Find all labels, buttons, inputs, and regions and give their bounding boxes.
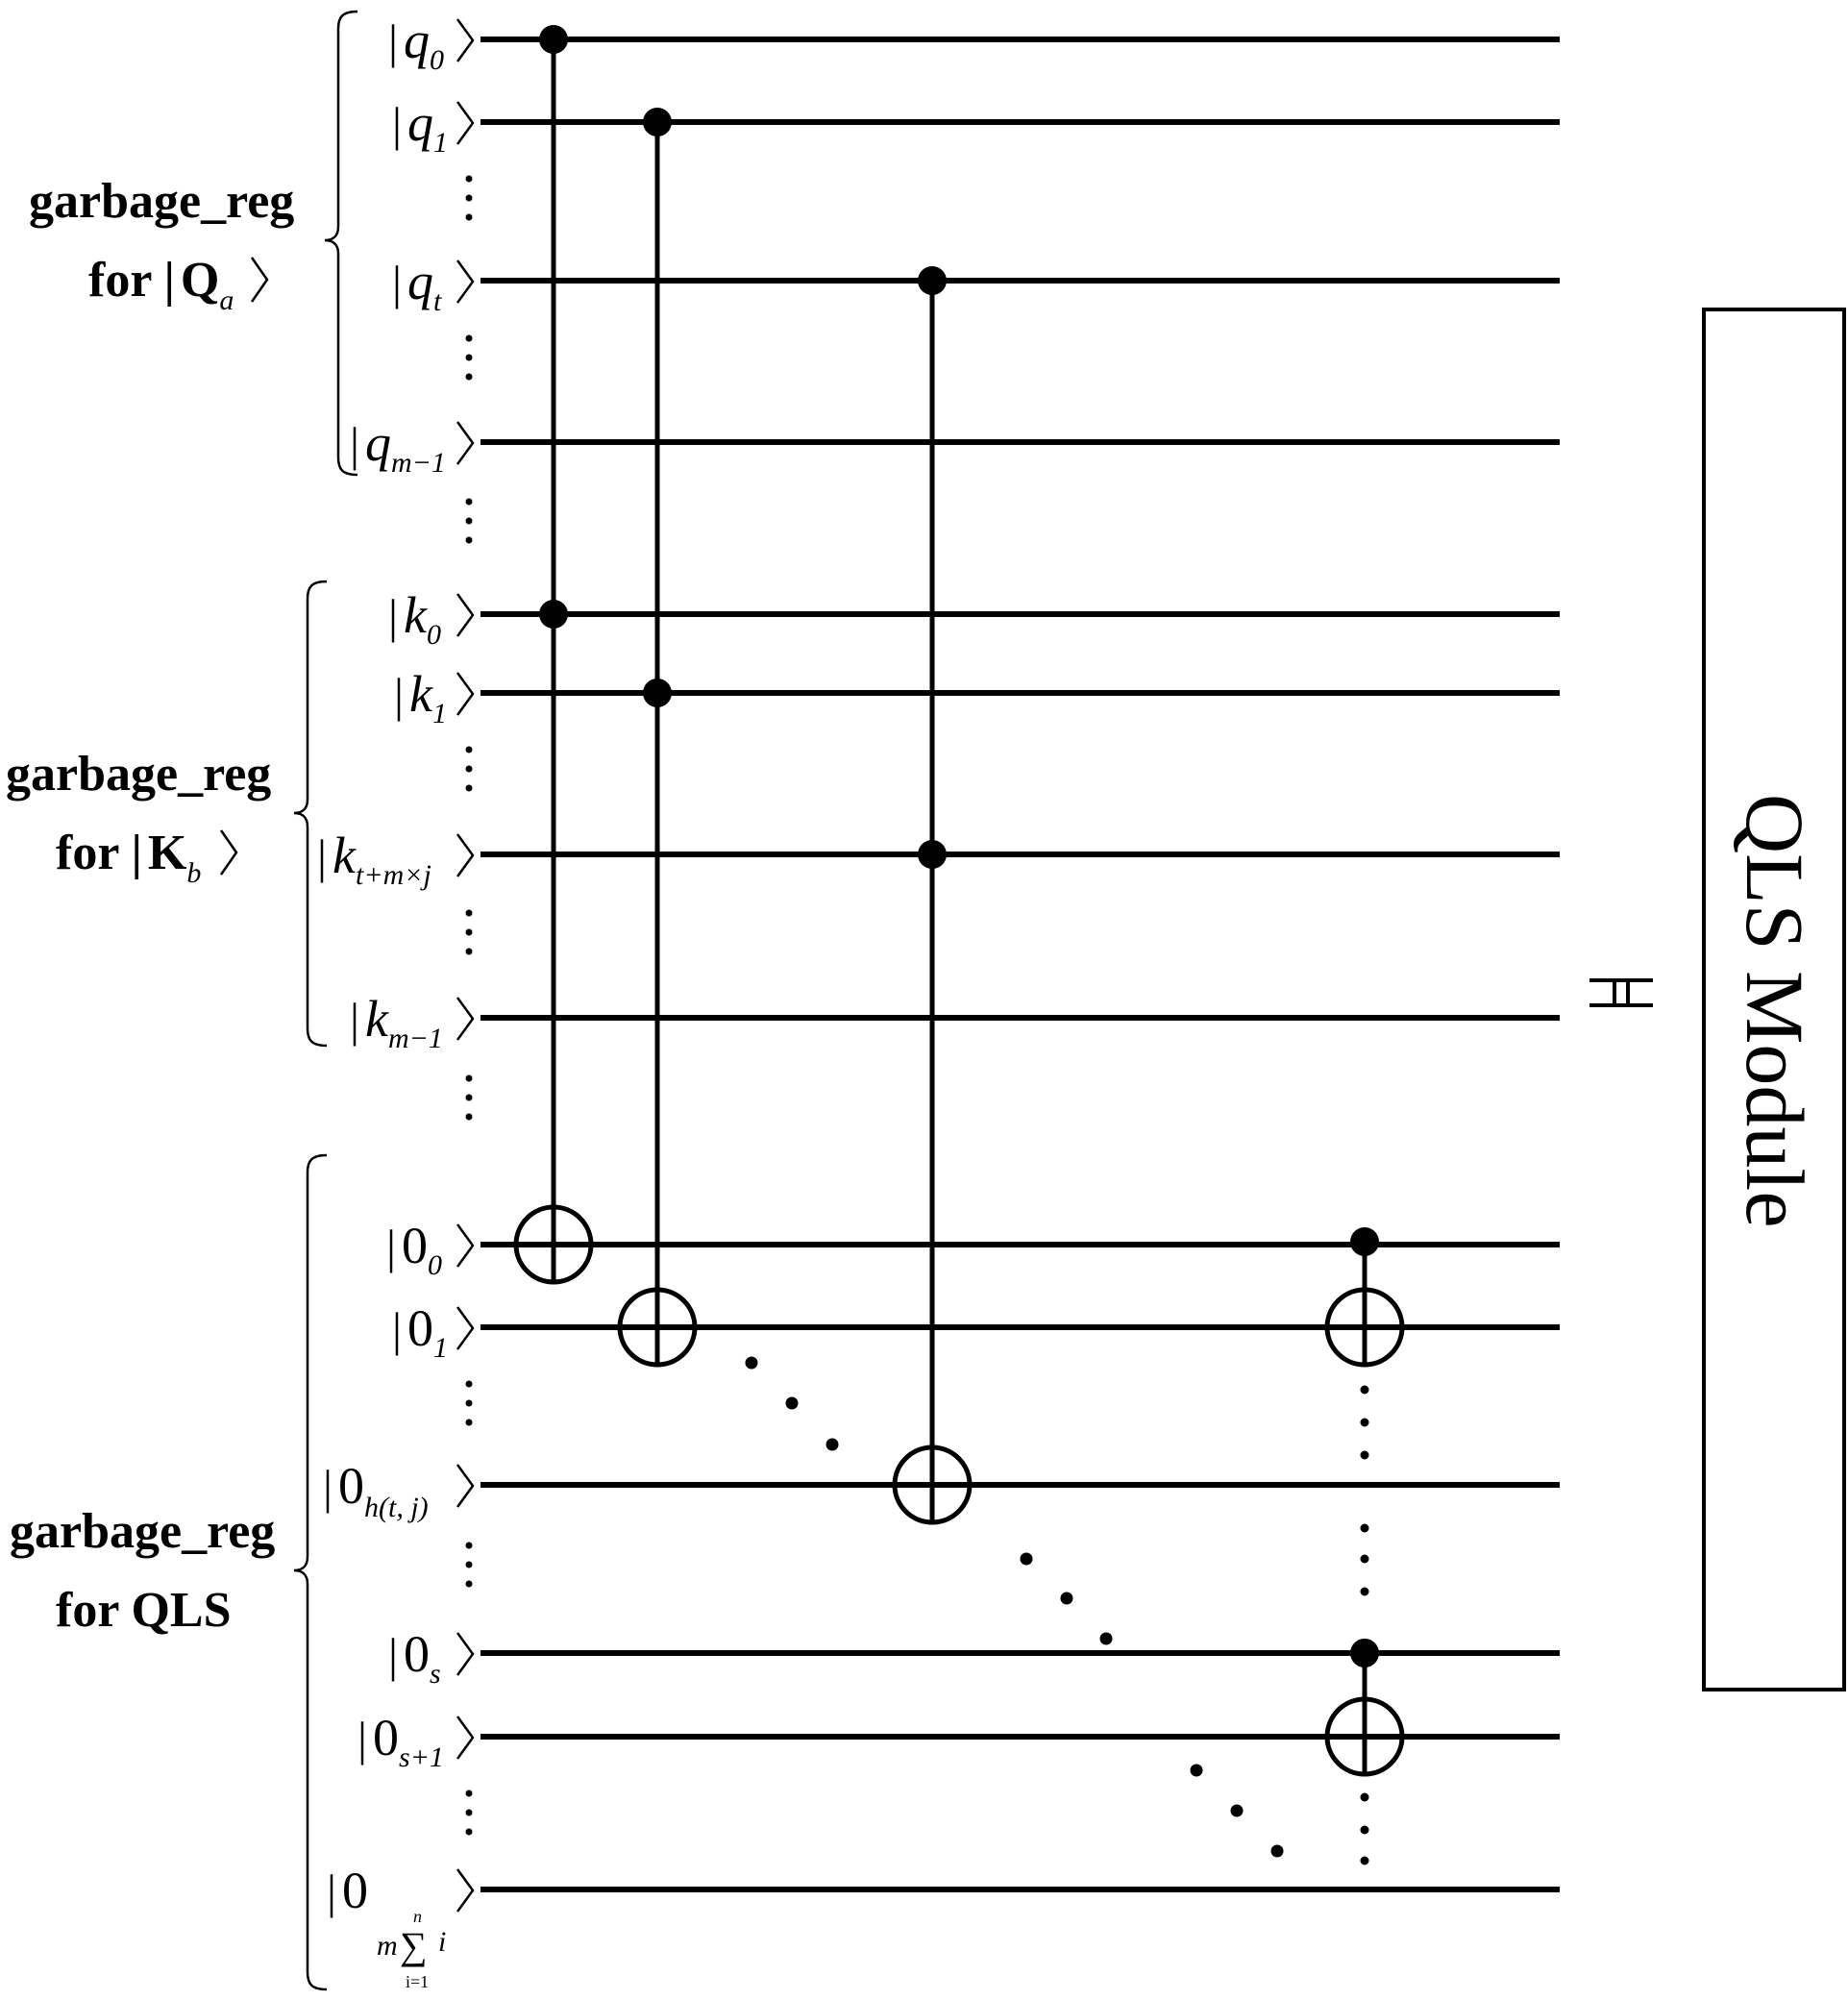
ket-msum-sigma: ∑ xyxy=(400,1924,428,1967)
gate-toffoli-2 xyxy=(617,108,698,1368)
register-label-kb-line1: garbage_reg xyxy=(6,747,271,802)
ket-labels: | q0 | q1 | qt | qm−1 | k0 | k1 | kt+m× xyxy=(317,12,475,1991)
gate-3-control-qt xyxy=(918,266,947,295)
svg-text:|km−1: | km−1 xyxy=(350,990,443,1054)
svg-text:|qt: | qt xyxy=(392,253,442,317)
ket-k0: | k0 xyxy=(388,586,475,651)
vdots-6 xyxy=(465,1074,473,1121)
wires xyxy=(480,37,1560,1892)
equals-sign xyxy=(1613,978,1630,1007)
vdots-1 xyxy=(465,175,473,221)
cnot-chain-vdots-3 xyxy=(1360,1792,1369,1865)
vdots-7 xyxy=(465,1380,473,1426)
ket-ktmj: | kt+m×j xyxy=(317,827,475,891)
cnot-chain-vdots-1 xyxy=(1360,1385,1369,1460)
svg-text:|kt+m×j: | kt+m×j xyxy=(317,827,431,891)
register-label-qls: garbage_reg for QLS xyxy=(10,1504,275,1638)
cnot-b-target-xor xyxy=(1324,1696,1405,1777)
diagonal-ellipsis-2 xyxy=(1020,1552,1113,1645)
svg-text:|00: | 00 xyxy=(386,1217,442,1281)
cnot-a-control xyxy=(1350,1227,1379,1256)
gate-3-target-xor xyxy=(892,1444,973,1525)
qls-module-label: QLS Module xyxy=(1729,794,1821,1228)
vdots-2 xyxy=(465,334,473,381)
ket-qm1: | qm−1 xyxy=(350,414,475,479)
qls-module-box xyxy=(1702,308,1846,1691)
vdots-8 xyxy=(465,1542,473,1588)
brace-qls xyxy=(293,1153,328,1991)
cnot-chain-vdots-2 xyxy=(1360,1523,1369,1596)
svg-text:|0s: | 0s xyxy=(388,1625,441,1690)
register-label-kb: garbage_reg for | Kb xyxy=(6,747,271,889)
svg-text:|k0: | k0 xyxy=(388,586,441,651)
ket-zero-msum: | 0 m ∑ n i i=1 xyxy=(327,1862,475,1991)
vdots-4 xyxy=(465,746,473,792)
gate-2-control-q1 xyxy=(643,108,672,136)
register-label-qa-line1: garbage_reg xyxy=(29,174,294,229)
diagonal-ellipsis-1 xyxy=(745,1356,839,1451)
ket-msum-top: n xyxy=(413,1907,422,1926)
ket-zero-htj: | 0h(t, j) xyxy=(323,1457,475,1523)
svg-text:|0s+1: | 0s+1 xyxy=(357,1709,444,1773)
gate-2-control-k1 xyxy=(643,679,672,707)
ket-q0: | q0 xyxy=(388,12,475,76)
svg-text:|qm−1: | qm−1 xyxy=(350,414,446,479)
gate-1-control-k0 xyxy=(539,600,568,629)
vdots-3 xyxy=(465,498,473,544)
gate-1-control-q0 xyxy=(539,25,568,54)
gate-1-target-xor xyxy=(513,1204,594,1285)
ket-km1: | km−1 xyxy=(350,990,475,1054)
register-label-qa: garbage_reg for | Qa xyxy=(29,174,294,316)
brace-qa xyxy=(324,10,358,477)
register-label-kb-line2: for | Kb xyxy=(56,826,201,889)
ket-zero1: | 01 xyxy=(392,1299,475,1364)
gate-toffoli-3 xyxy=(892,266,973,1525)
ket-msum-m: m xyxy=(377,1930,398,1962)
cnot-b-control xyxy=(1350,1639,1379,1667)
cnot-a-target-xor xyxy=(1324,1287,1405,1368)
gate-2-target-xor xyxy=(617,1287,698,1368)
vdots-5 xyxy=(465,909,473,955)
ket-q1: | q1 xyxy=(392,94,475,159)
svg-text:|0h(t, j): | 0h(t, j) xyxy=(323,1457,429,1523)
ket-k1: | k1 xyxy=(394,665,475,729)
register-label-qls-line1: garbage_reg xyxy=(10,1504,275,1559)
left-vertical-ellipses xyxy=(465,175,473,1836)
brace-kb xyxy=(293,580,328,1048)
ket-zero0: | 00 xyxy=(386,1217,475,1281)
ket-msum-bottom: i=1 xyxy=(406,1972,429,1991)
cnot-b xyxy=(1324,1639,1405,1777)
ket-zero-s: | 0s xyxy=(388,1625,475,1690)
ket-zero-s1: | 0s+1 xyxy=(357,1709,475,1773)
ket-qt: | qt xyxy=(392,253,475,317)
svg-text:|01: | 01 xyxy=(392,1299,448,1364)
register-label-qls-line2: for QLS xyxy=(56,1583,232,1638)
equals-sign-bars xyxy=(1589,978,1653,1007)
vdots-9 xyxy=(465,1790,473,1836)
register-label-qa-line2: for | Qa xyxy=(88,253,234,316)
gate-toffoli-1 xyxy=(513,25,594,1285)
cnot-chain xyxy=(1324,1227,1405,1865)
svg-text:|0: | 0 xyxy=(327,1862,368,1919)
cnot-a xyxy=(1324,1227,1405,1368)
svg-text:|q1: | q1 xyxy=(392,94,448,159)
ket-close-kb xyxy=(219,829,238,876)
ket-close-qa xyxy=(250,257,269,303)
diagonal-ellipsis-3 xyxy=(1190,1764,1284,1858)
svg-text:|q0: | q0 xyxy=(388,12,444,76)
qls-module: QLS Module xyxy=(1702,308,1846,1691)
gate-3-control-ktmj xyxy=(918,840,947,869)
svg-text:|k1: | k1 xyxy=(394,665,447,729)
ket-msum-var: i xyxy=(438,1926,446,1958)
